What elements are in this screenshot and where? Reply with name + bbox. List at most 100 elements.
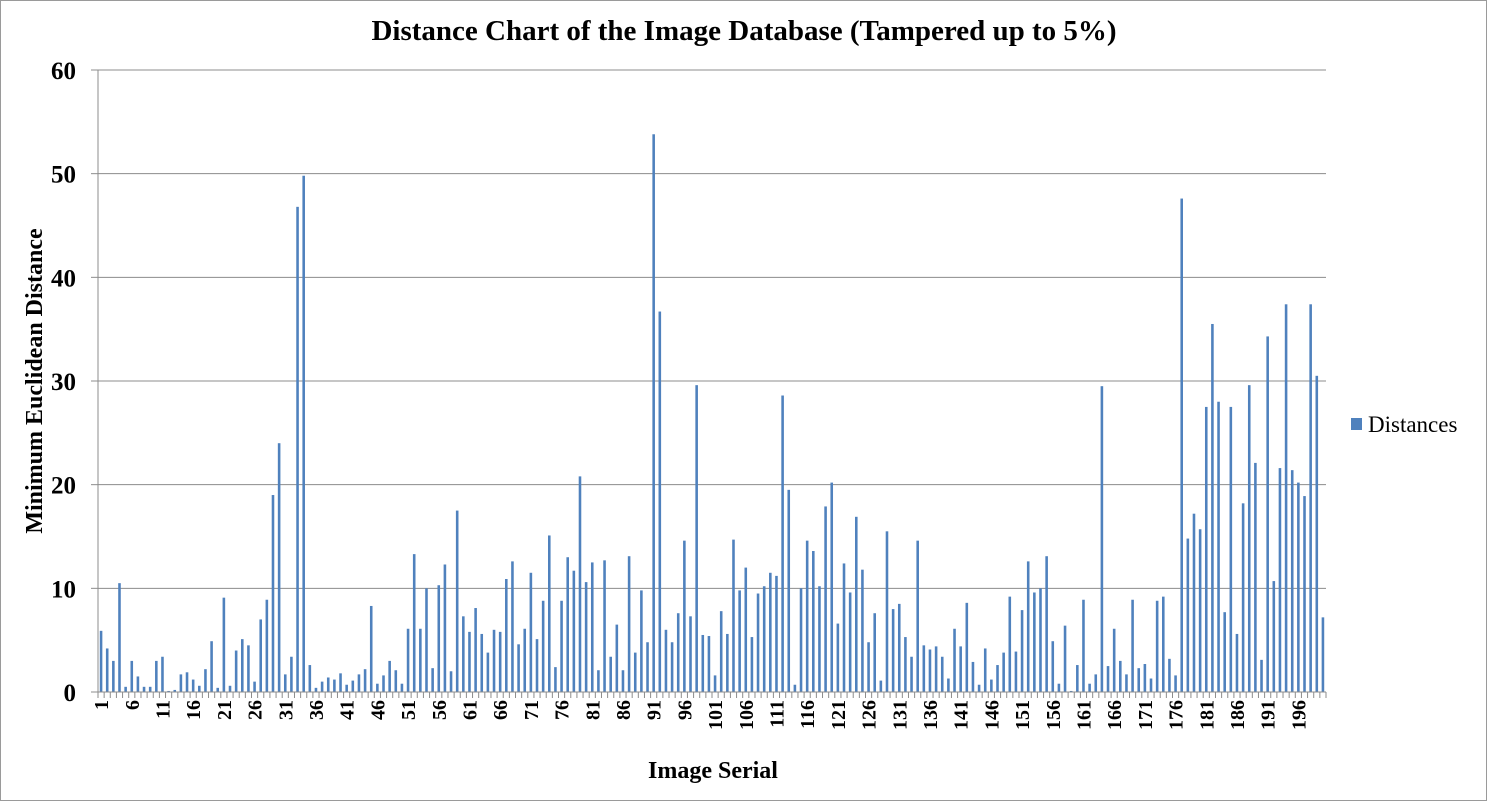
x-tick-label: 81 <box>582 700 604 720</box>
bar <box>425 588 428 692</box>
bar <box>652 134 655 692</box>
bar <box>842 563 846 692</box>
x-tick-label: 156 <box>1043 700 1065 730</box>
legend-label: Distances <box>1368 412 1457 437</box>
bar <box>701 634 705 692</box>
bar <box>1204 406 1208 692</box>
x-tick-label: 76 <box>552 700 574 720</box>
bar <box>1100 386 1104 692</box>
bar <box>590 562 594 692</box>
bar <box>271 495 275 692</box>
bar <box>394 670 398 692</box>
bar <box>769 572 772 692</box>
bar <box>468 631 471 692</box>
bar <box>695 385 698 692</box>
bar <box>155 660 158 692</box>
bar <box>959 646 962 692</box>
bar <box>105 648 109 692</box>
bar <box>719 611 723 692</box>
x-tick-label: 151 <box>1012 700 1034 730</box>
bar <box>541 600 545 692</box>
bar <box>449 671 453 692</box>
bar <box>977 684 981 692</box>
x-tick-label: 56 <box>429 700 451 720</box>
bar <box>928 649 932 692</box>
bar <box>996 665 999 692</box>
bar <box>462 616 465 692</box>
bar <box>1235 633 1239 692</box>
bar <box>333 679 336 692</box>
bar <box>474 608 477 692</box>
bar <box>455 510 459 692</box>
bar <box>419 628 422 692</box>
x-tick-label: 66 <box>490 700 512 720</box>
bar <box>302 175 305 693</box>
bar <box>1192 513 1196 692</box>
bar <box>910 656 913 692</box>
bar <box>615 624 619 692</box>
bar <box>1069 690 1073 692</box>
bar <box>382 675 385 692</box>
legend: Distances <box>1351 412 1457 437</box>
x-tick-label: 61 <box>459 700 481 720</box>
x-tick-label: 141 <box>951 700 973 730</box>
bar <box>412 554 416 692</box>
y-tick-label: 60 <box>51 58 76 85</box>
bar <box>351 680 355 692</box>
bar <box>1057 683 1061 692</box>
x-tick-label: 41 <box>337 700 359 720</box>
bar <box>597 670 600 692</box>
legend-swatch <box>1351 418 1362 430</box>
chart-title: Distance Chart of the Image Database (Ta… <box>371 15 1116 47</box>
bar <box>609 656 612 692</box>
bar <box>627 556 631 692</box>
bar <box>345 684 348 692</box>
bar <box>1088 683 1091 692</box>
x-tick-label: 166 <box>1104 700 1126 730</box>
bar <box>1272 581 1276 692</box>
bar <box>726 633 729 692</box>
bar <box>781 395 784 692</box>
bar <box>1106 666 1110 692</box>
bar <box>179 674 183 692</box>
bar <box>277 443 281 692</box>
bar <box>940 656 944 692</box>
x-tick-label: 86 <box>613 700 635 720</box>
bar <box>830 482 834 692</box>
bar <box>136 676 140 692</box>
bar <box>167 690 170 692</box>
y-tick-label: 20 <box>51 473 76 500</box>
bar <box>185 672 189 692</box>
bar <box>369 605 373 692</box>
bar <box>947 678 950 692</box>
bar <box>904 637 907 692</box>
bar <box>283 674 287 692</box>
bar <box>296 206 299 692</box>
bar <box>222 597 226 692</box>
bar <box>867 642 870 692</box>
bar <box>1026 561 1030 692</box>
x-tick-label: 16 <box>183 700 205 720</box>
bar <box>99 630 103 692</box>
bar <box>517 644 520 692</box>
bar <box>855 516 858 692</box>
bar <box>836 623 840 692</box>
y-tick-label: 0 <box>64 680 77 707</box>
bar <box>934 646 938 692</box>
y-tick-label: 30 <box>51 369 76 396</box>
bar <box>1119 660 1122 692</box>
x-tick-label: 71 <box>521 700 543 720</box>
bar <box>492 629 496 692</box>
bar <box>486 652 490 692</box>
x-tick-label: 131 <box>889 700 911 730</box>
x-tick-label: 6 <box>122 700 144 710</box>
bar <box>320 681 324 692</box>
bar <box>1076 665 1079 692</box>
x-tick-label: 51 <box>398 700 420 720</box>
bar <box>204 669 207 692</box>
bar <box>480 633 484 692</box>
x-tick-label: 26 <box>245 700 267 720</box>
bar <box>566 557 569 692</box>
x-tick-label: 46 <box>367 700 389 720</box>
bar <box>762 586 766 692</box>
